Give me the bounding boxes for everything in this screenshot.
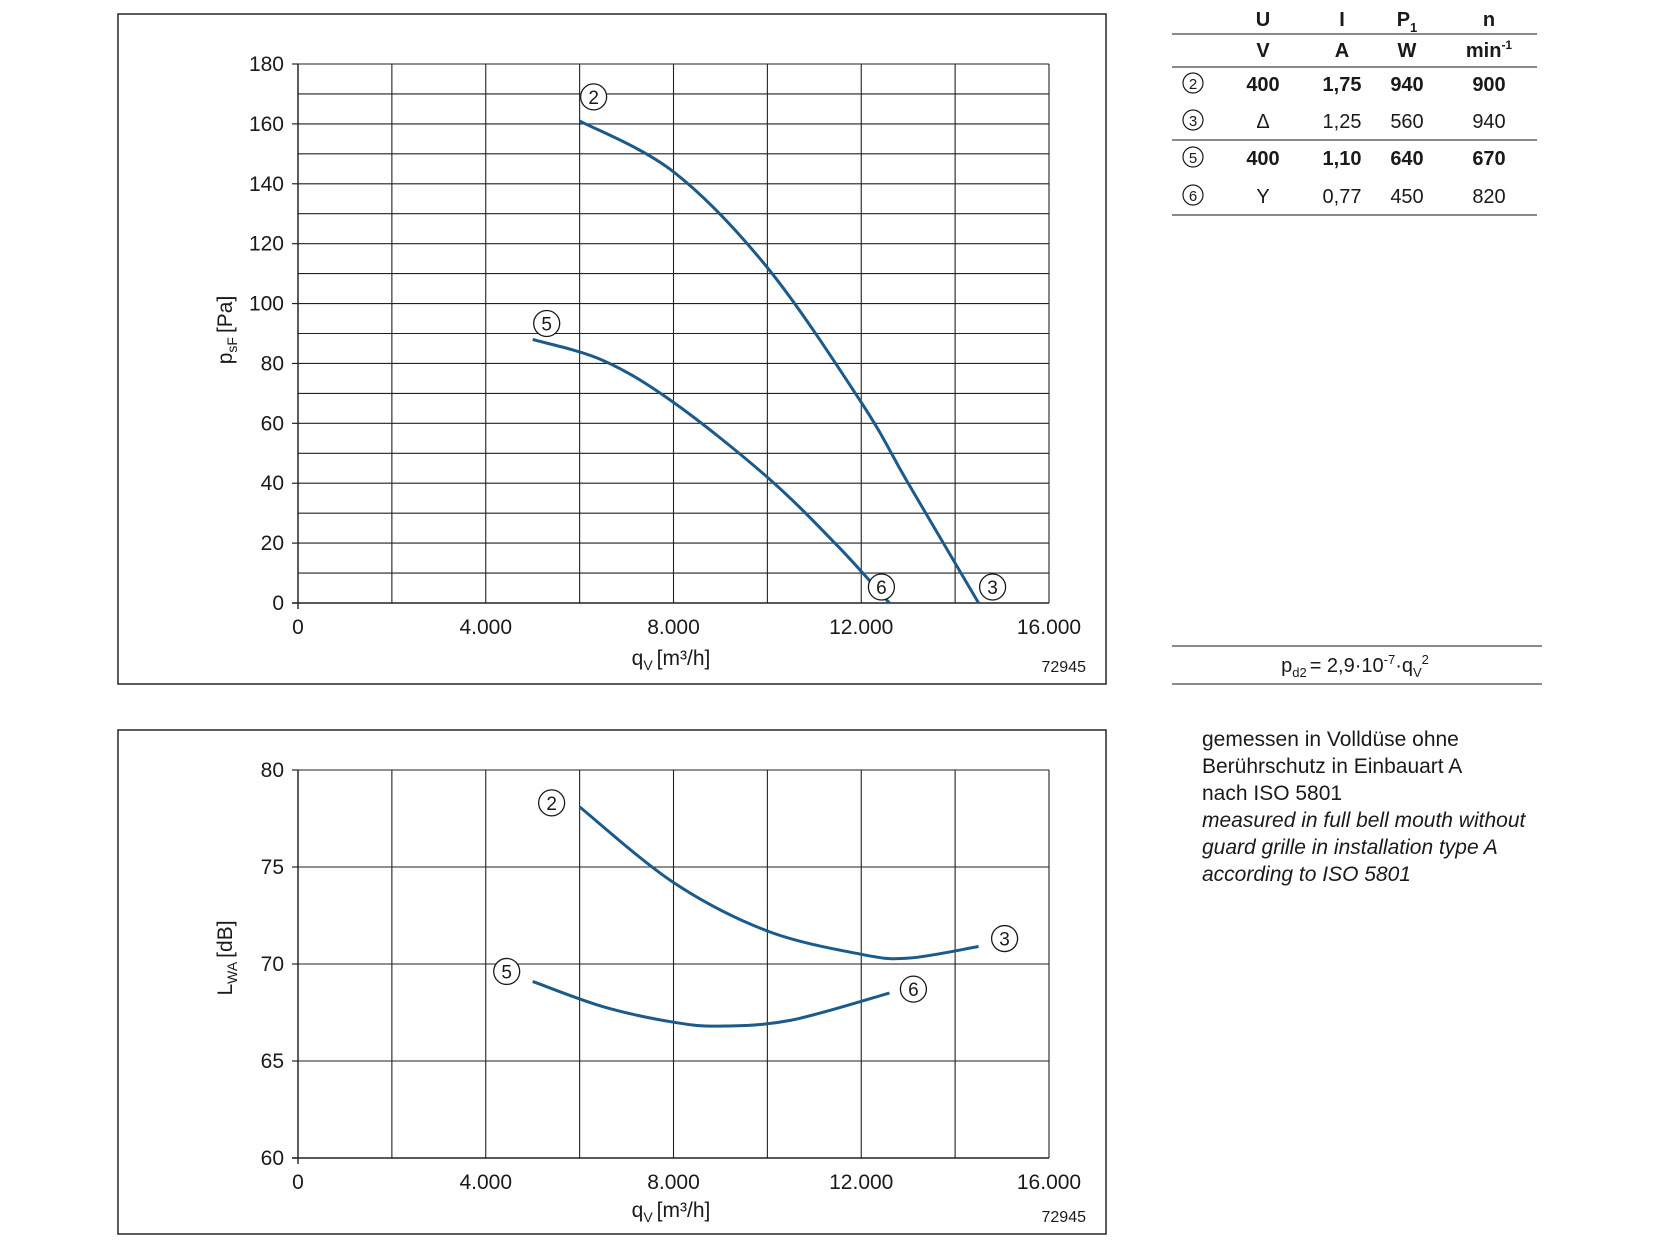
sound-power-chart-y-tick-label: 60: [261, 1147, 284, 1170]
sound-power-chart-x-tick-label: 0: [292, 1171, 304, 1194]
pressure-chart-y-tick-label: 140: [249, 173, 284, 196]
pressure-chart-x-ticks: 0 4.000 8.000 12.000 16.000: [292, 616, 1081, 639]
pressure-chart-frame: [117, 13, 1107, 685]
pressure-chart-point-label-start: 5: [541, 314, 552, 335]
pressure-chart-x-tick-label: 16.000: [1017, 616, 1081, 639]
pressure-chart-y-tick-label: 40: [261, 472, 284, 495]
pressure-chart-x-tick-label: 8.000: [647, 616, 700, 639]
pressure-chart-y-tick-label: 0: [272, 592, 284, 615]
sound-power-chart-y-tick-label: 70: [261, 953, 284, 976]
note-de-line-2: Berührschutz in Einbauart A: [1202, 755, 1463, 778]
pressure-chart-y-tick-label: 100: [249, 293, 284, 316]
pressure-chart-point-label-end: 3: [987, 578, 998, 599]
sound-power-chart-point-label-end: 3: [999, 930, 1010, 951]
pressure-chart-point-label-start: 2: [588, 88, 599, 109]
sound-power-chart-x-tick-label: 12.000: [829, 1171, 893, 1194]
sound-power-chart-point-label-start: 5: [501, 962, 512, 983]
sound-power-chart-x-axis-label: qV [m³/h]: [632, 1199, 711, 1225]
pressure-chart-point-marker-end: [867, 573, 896, 601]
note-de-line-3: nach ISO 5801: [1202, 782, 1343, 805]
pressure-chart-y-ticks: 0 20 40 60 80 100 120 140 160 180: [249, 53, 298, 615]
pressure-chart-series-line-5-6: [532, 338, 891, 605]
sound-power-chart-grid: [292, 769, 1050, 1164]
pressure-chart-grid: [292, 63, 1050, 609]
sound-power-chart-frame: [117, 729, 1107, 1235]
pressure-chart-y-tick-label: 180: [249, 53, 284, 76]
sound-power-chart-y-tick-label: 80: [261, 759, 284, 782]
pressure-chart-code: 72945: [1042, 659, 1087, 676]
note-en-line-2: guard grille in installation type A: [1202, 836, 1498, 859]
pressure-chart-y-tick-label: 80: [261, 352, 284, 375]
pressure-chart-x-tick-label: 4.000: [459, 616, 512, 639]
sound-power-chart-point-label-start: 2: [546, 794, 557, 815]
pressure-chart-x-tick-label: 0: [292, 616, 304, 639]
pressure-chart-point-marker-start: [533, 309, 561, 338]
sound-power-chart-y-tick-label: 65: [261, 1050, 284, 1073]
pressure-chart-y-tick-label: 60: [261, 412, 284, 435]
sound-power-chart-point-marker-start: [493, 957, 521, 986]
sound-power-chart-point-label-end: 6: [908, 980, 919, 1001]
pressure-chart-y-tick-label: 160: [249, 113, 284, 136]
pressure-chart-point-marker-end: [978, 573, 1007, 601]
sound-power-chart-x-tick-label: 8.000: [647, 1171, 700, 1194]
pressure-chart-point-marker-start: [579, 83, 608, 111]
pressure-chart-y-axis-label: psF[Pa]: [214, 296, 240, 365]
sound-power-chart-x-tick-label: 4.000: [459, 1171, 512, 1194]
sound-power-chart-x-ticks: 0 4.000 8.000 12.000 16.000: [292, 1171, 1081, 1194]
pressure-chart-series: 2 3 5 6: [532, 83, 1007, 605]
sound-power-chart-series: 2 3 5 6: [493, 789, 1019, 1028]
sound-power-chart-point-marker-start: [537, 789, 566, 817]
pressure-chart-series-line-2-3: [578, 119, 980, 604]
sound-power-chart-y-ticks: 60 65 70 75 80: [261, 759, 298, 1170]
sound-power-chart-code: 72945: [1042, 1209, 1087, 1226]
pressure-chart-x-tick-label: 12.000: [829, 616, 893, 639]
pressure-chart-point-label-end: 6: [876, 578, 887, 599]
note-de-line-1: gemessen in Volldüse ohne: [1202, 728, 1459, 751]
note-en-line-3: according to ISO 5801: [1202, 863, 1411, 886]
pressure-chart-x-axis-label: qV [m³/h]: [632, 647, 711, 673]
measurement-note: gemessen in Volldüse ohne Berührschutz i…: [1202, 726, 1642, 888]
sound-power-chart-series-line-2-3: [578, 805, 979, 961]
note-en-line-1: measured in full bell mouth without: [1202, 809, 1526, 832]
sound-power-chart-series-line-5-6: [532, 980, 890, 1028]
sound-power-chart-y-axis-label: LWA[dB]: [214, 920, 240, 995]
sound-power-chart-y-tick-label: 75: [261, 856, 284, 879]
pressure-chart-y-tick-label: 20: [261, 532, 284, 555]
sound-power-chart-point-marker-end: [990, 924, 1019, 953]
sound-power-chart-point-marker-end: [899, 975, 928, 1003]
pressure-chart-y-tick-label: 120: [249, 233, 284, 256]
pressure-chart: 0 4.000 8.000 12.000 16.000 0 20 40 60 80 100 120 1…: [117, 13, 1107, 685]
sound-power-chart-x-tick-label: 16.000: [1017, 1171, 1081, 1194]
